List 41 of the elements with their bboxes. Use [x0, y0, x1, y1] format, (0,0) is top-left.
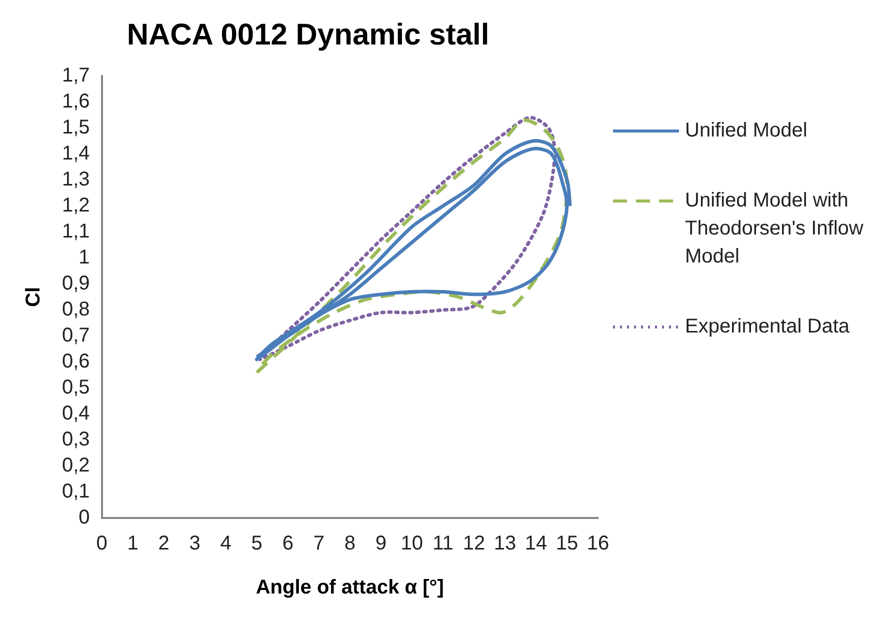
- x-tick-label: 10: [400, 532, 424, 555]
- y-tick-label: 1,5: [62, 116, 90, 139]
- y-tick-label: 0,7: [62, 324, 90, 347]
- x-tick-label: 2: [158, 532, 170, 555]
- legend-label: Experimental Data: [685, 316, 850, 338]
- y-tick-label: 0,9: [62, 272, 90, 295]
- y-tick-label: 1,7: [62, 64, 90, 87]
- x-tick-label: 6: [282, 532, 294, 555]
- y-tick-label: 1,3: [62, 168, 90, 191]
- y-tick-label: 1,4: [62, 142, 90, 165]
- chart-title: NACA 0012 Dynamic stall: [126, 18, 490, 52]
- x-tick-label: 5: [251, 532, 262, 555]
- x-tick-label: 12: [462, 532, 486, 555]
- x-tick-label: 0: [96, 532, 108, 555]
- y-tick-label: 1,6: [62, 90, 90, 113]
- x-tick-label: 15: [556, 532, 578, 555]
- x-tick-label: 9: [375, 532, 386, 555]
- x-tick-label: 4: [220, 532, 232, 555]
- x-tick-label: 8: [344, 532, 356, 555]
- y-tick-label: 1,2: [62, 194, 90, 217]
- x-tick-label: 1: [127, 532, 138, 555]
- x-tick-label: 7: [313, 532, 324, 555]
- x-tick-label: 11: [432, 532, 454, 555]
- y-tick-label: 0,6: [62, 350, 90, 373]
- x-tick-label: 14: [524, 532, 548, 555]
- y-tick-label: 0,1: [62, 480, 90, 503]
- y-tick-label: 1,1: [62, 220, 90, 243]
- y-tick-label: 0,2: [62, 454, 90, 477]
- x-tick-label: 3: [189, 532, 200, 555]
- y-tick-label: 0,8: [62, 298, 90, 321]
- legend-label: Unified Model with Theodorsen's Inflow Model: [685, 190, 864, 268]
- x-tick-label: 16: [586, 532, 610, 555]
- x-axis-title: Angle of attack α [°]: [256, 576, 444, 599]
- y-tick-label: 0,4: [62, 402, 90, 425]
- y-tick-label: 0: [78, 506, 90, 529]
- y-axis-title: Cl: [22, 287, 45, 307]
- y-tick-label: 0,5: [62, 376, 90, 399]
- y-tick-label: 1: [78, 246, 90, 269]
- x-tick-label: 13: [494, 532, 516, 555]
- legend-label: Unified Model: [685, 120, 808, 142]
- y-tick-label: 0,3: [62, 428, 90, 451]
